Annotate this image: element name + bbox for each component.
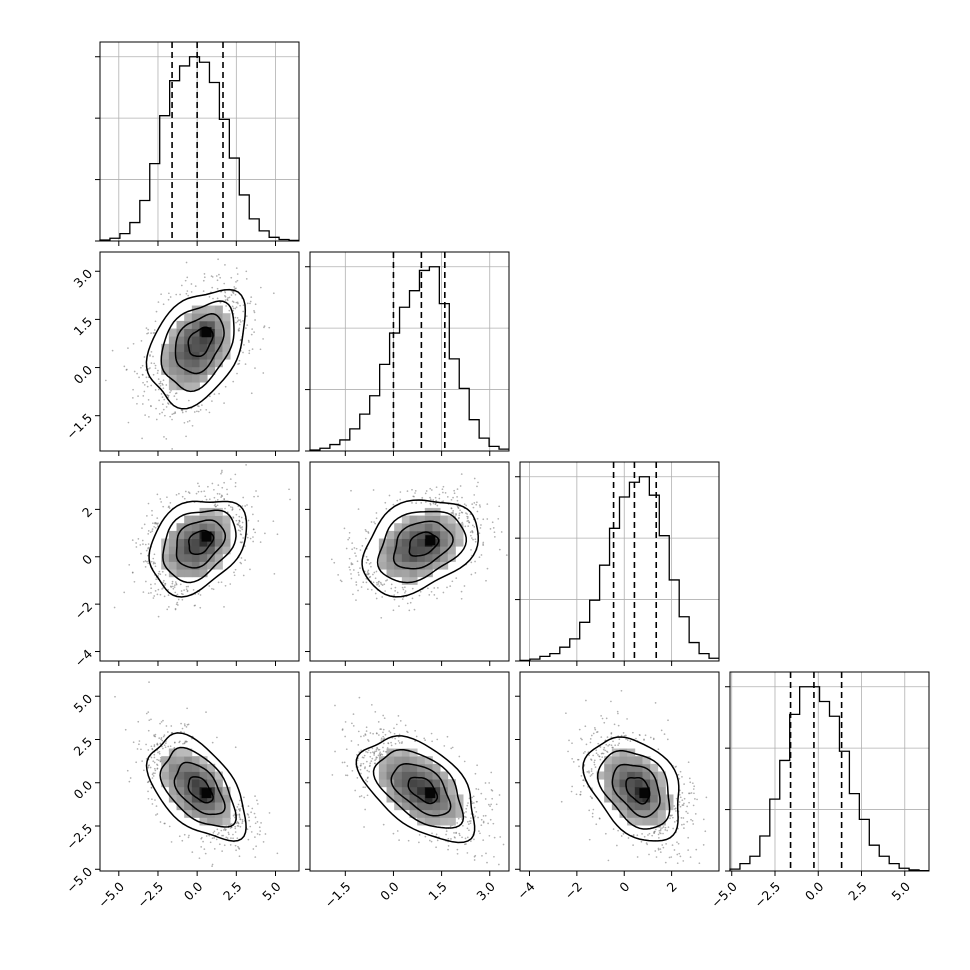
- density-panel-0-3-frame: [99, 671, 300, 872]
- density-panel-1-2: [305, 461, 510, 666]
- density-peak-0-3: [201, 788, 212, 799]
- histogram-1-frame: [309, 251, 510, 452]
- contour-1-2-3: [361, 499, 479, 598]
- contour-0-3-2: [159, 746, 237, 828]
- x-tick-label-1-1: 0.0: [377, 879, 402, 904]
- x-tick-label-1-2: 1.5: [425, 879, 450, 904]
- x-tick-label-3-1: −2.5: [751, 879, 783, 911]
- contour-0-1-1: [174, 313, 225, 375]
- density-peak-0-2: [201, 531, 212, 542]
- x-tick-label-2-0: −4: [514, 879, 538, 903]
- x-tick-label-0-1: −2.5: [134, 879, 166, 911]
- density-panel-0-1: [95, 251, 300, 456]
- contour-0-2-3: [148, 500, 248, 598]
- x-tick-label-2-3: 2: [664, 879, 680, 895]
- y-tick-label-1-0: −1.5: [63, 410, 95, 442]
- y-tick-label-2-0: −4: [72, 646, 96, 670]
- contour-1-2-0: [408, 531, 440, 557]
- x-tick-label-1-3: 3.0: [473, 879, 498, 904]
- y-tick-label-3-0: −5.0: [63, 864, 95, 896]
- x-tick-label-2-1: −2: [562, 879, 586, 903]
- contour-0-2-1: [175, 519, 227, 569]
- histogram-3-frame: [729, 671, 930, 872]
- density-panel-2-3: [515, 671, 720, 876]
- x-tick-label-3-4: 5.0: [888, 879, 913, 904]
- contour-1-2-1: [392, 520, 454, 570]
- y-tick-label-1-3: 3.0: [71, 266, 96, 291]
- contour-1-3-3: [355, 735, 476, 844]
- contour-1-2-2: [376, 510, 468, 584]
- histogram-3-steps: [729, 686, 929, 872]
- contour-0-1-2: [160, 300, 235, 393]
- y-tick-label-2-2: 0: [79, 551, 95, 567]
- contour-0-3-0: [187, 776, 214, 804]
- density-peak-2-3: [639, 788, 650, 799]
- contour-2-3-3: [582, 736, 680, 842]
- contour-0-2-0: [188, 529, 215, 555]
- contour-2-3-0: [625, 776, 651, 805]
- density-panel-0-2-frame: [99, 461, 300, 662]
- histogram-panel-3: [725, 671, 930, 876]
- histogram-0-steps: [99, 56, 299, 242]
- density-panel-1-3-frame: [309, 671, 510, 872]
- density-panel-0-1-frame: [99, 251, 300, 452]
- density-panel-0-2: [95, 461, 300, 666]
- x-tick-label-3-3: 2.5: [845, 879, 870, 904]
- density-panel-1-3: [305, 671, 510, 876]
- x-tick-label-0-2: 0.0: [181, 879, 206, 904]
- contour-1-3-1: [390, 763, 452, 817]
- histogram-0-frame: [99, 41, 300, 242]
- contour-1-3-2: [372, 748, 465, 829]
- histogram-2-steps: [519, 476, 719, 662]
- y-tick-label-1-2: 1.5: [71, 314, 96, 339]
- y-tick-label-3-4: 5.0: [71, 691, 96, 716]
- x-tick-label-1-0: −1.5: [322, 879, 354, 911]
- y-tick-label-2-3: 2: [79, 504, 95, 520]
- histogram-2-frame: [519, 461, 720, 662]
- y-tick-label-3-1: −2.5: [63, 821, 95, 853]
- x-tick-label-0-0: −5.0: [95, 879, 127, 911]
- x-tick-label-3-2: 0.0: [802, 879, 827, 904]
- histogram-panel-2: [515, 461, 720, 666]
- density-panel-0-3: [95, 671, 300, 876]
- density-peak-0-1: [201, 327, 212, 338]
- density-panel-2-3-frame: [519, 671, 720, 872]
- contour-2-3-1: [611, 763, 661, 818]
- y-tick-label-2-1: −2: [72, 599, 96, 623]
- y-tick-label-3-3: 2.5: [71, 734, 96, 759]
- contour-2-3-2: [596, 749, 671, 830]
- contour-0-2-2: [162, 509, 237, 584]
- contour-0-3-1: [173, 761, 226, 816]
- y-tick-label-3-2: 0.0: [71, 777, 96, 802]
- density-peak-1-2: [425, 535, 436, 546]
- y-tick-label-1-1: 0.0: [71, 362, 96, 387]
- contour-0-1-0: [187, 326, 214, 358]
- histogram-panel-0: [95, 41, 300, 246]
- contour-0-1-3: [145, 288, 247, 410]
- density-panel-1-2-frame: [309, 461, 510, 662]
- histogram-1-steps: [309, 266, 509, 451]
- x-tick-label-0-3: 2.5: [220, 879, 245, 904]
- x-tick-label-2-2: 0: [616, 879, 632, 895]
- x-tick-label-0-4: 5.0: [259, 879, 284, 904]
- density-peak-1-3: [425, 788, 436, 799]
- contour-0-3-3: [145, 732, 247, 842]
- contour-1-3-0: [407, 776, 439, 805]
- x-tick-label-3-0: −5.0: [708, 879, 740, 911]
- histogram-panel-1: [305, 251, 510, 456]
